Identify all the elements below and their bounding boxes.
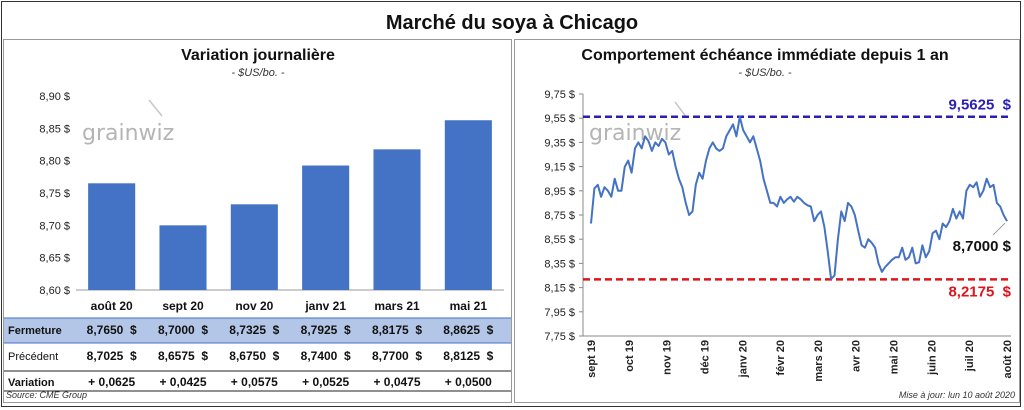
watermark-mark-right [674,101,688,119]
table-cell: + 0,0525 [302,375,349,389]
x-tick-label: août 20 [1002,340,1014,379]
source-note: Source: CME Group [6,390,87,400]
table-row-label: Précédent [8,351,58,363]
x-tick-label: avr 20 [851,340,863,372]
bar-5 [444,120,492,290]
x-tick-label: oct 19 [624,340,636,372]
bar-chart-title: Variation journalière [181,47,335,64]
y-tick-label: 8,15 $ [544,283,575,295]
x-category-label: nov 20 [235,299,273,313]
table-cell: 8,8125 $ [443,349,493,363]
low-value-label: 8,2175 $ [948,283,1011,300]
y-tick-label: 8,80 $ [39,156,70,168]
bar-chart-svg: Variation journalière - $US/bo. - grainw… [4,47,511,400]
update-note: Mise à jour: lun 10 août 2020 [899,390,1015,400]
line-chart-unit: - $US/bo. - [738,67,792,79]
table-cell: 8,7700 $ [372,349,422,363]
y-tick-label: 8,95 $ [544,186,575,198]
bar-0 [88,183,136,290]
x-tick-label: mai 20 [889,340,901,374]
y-tick-label: 7,95 $ [544,307,575,319]
y-tick-label: 9,55 $ [544,113,575,125]
x-tick-label: nov 19 [662,340,674,375]
y-tick-label: 7,75 $ [544,331,575,343]
table-cell: 8,6575 $ [158,349,208,363]
daily-variation-panel: Variation journalière - $US/bo. - grainw… [3,39,512,403]
x-tick-label: mars 20 [813,340,825,382]
x-category-label: août 20 [91,299,133,313]
front-month-panel: Comportement échéance immédiate depuis 1… [514,39,1020,403]
x-category-label: sept 20 [162,299,204,313]
table-cell: 8,7325 $ [229,323,279,337]
bar-3 [302,165,350,290]
y-tick-label: 8,35 $ [544,258,575,270]
watermark-logo-right: grainwiz [589,121,681,146]
table-cell: + 0,0575 [231,375,278,389]
x-tick-label: janv 20 [737,340,749,378]
x-tick-label: déc 19 [699,340,711,374]
last-value-leader [992,222,1006,236]
y-tick-label: 8,65 $ [39,253,70,265]
table-row-label: Fermeture [8,325,62,337]
watermark-mark [148,99,163,117]
y-tick-label: 8,85 $ [39,123,70,135]
table-cell: + 0,0425 [159,375,206,389]
table-cell: 8,7925 $ [301,323,351,337]
table-cell: 8,8625 $ [443,323,493,337]
y-tick-label: 8,60 $ [39,285,70,297]
table-cell: 8,7000 $ [158,323,208,337]
x-tick-label: févr 20 [775,340,787,375]
bar-4 [373,149,421,290]
table-cell: 8,8175 $ [372,323,422,337]
bar-1 [159,225,207,290]
table-cell: 8,6750 $ [229,349,279,363]
table-row-label: Variation [8,377,55,389]
page-title: Marché du soya à Chicago [385,12,639,34]
y-tick-label: 8,70 $ [39,220,70,232]
y-tick-label: 8,55 $ [544,234,575,246]
table-cell: + 0,0625 [88,375,135,389]
y-tick-label: 8,75 $ [544,210,575,222]
x-category-label: mars 21 [374,299,420,313]
table-row-highlight [4,318,511,343]
table-cell: 8,7025 $ [87,349,137,363]
last-value-label: 8,7000 $ [953,238,1012,255]
x-tick-label: sept 19 [586,340,598,378]
table-cell: + 0,0500 [445,375,492,389]
y-tick-label: 9,75 $ [544,89,575,101]
table-cell: 8,7650 $ [87,323,137,337]
y-tick-label: 8,75 $ [39,188,70,200]
y-tick-label: 9,15 $ [544,162,575,174]
line-chart-svg: Comportement échéance immédiate depuis 1… [544,47,1015,400]
x-tick-label: juil 20 [964,340,976,372]
line-chart-title: Comportement échéance immédiate depuis 1… [581,47,948,64]
table-cell: 8,7400 $ [301,349,351,363]
high-value-label: 9,5625 $ [948,97,1011,114]
bar-2 [230,204,278,290]
watermark-logo: grainwiz [82,121,174,146]
x-category-label: mai 21 [450,299,488,313]
x-category-label: janv 21 [304,299,346,313]
x-tick-label: juin 20 [926,340,938,376]
y-tick-label: 9,35 $ [544,137,575,149]
bar-chart-unit: - $US/bo. - [231,67,285,79]
price-series-line [590,116,1008,281]
y-tick-label: 8,90 $ [39,91,70,103]
table-cell: + 0,0475 [373,375,420,389]
